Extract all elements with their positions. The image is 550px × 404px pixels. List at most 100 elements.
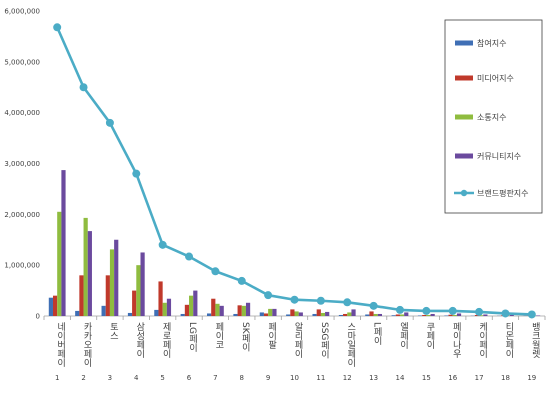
- category-label: 네이버페이: [55, 322, 65, 368]
- bar-2: [449, 315, 453, 316]
- category-number: 9: [266, 374, 270, 382]
- y-tick-label: 2,000,000: [4, 211, 40, 219]
- bar-1: [365, 314, 369, 316]
- bar-1: [286, 314, 290, 316]
- category-label: LG페이: [187, 322, 197, 353]
- bar-3: [321, 313, 325, 316]
- category-number: 14: [396, 374, 405, 382]
- y-tick-label: 3,000,000: [4, 160, 40, 168]
- bar-2: [369, 311, 373, 316]
- bar-2: [343, 314, 347, 316]
- bar-2: [106, 275, 110, 316]
- bar-2: [79, 275, 83, 316]
- bar-3: [163, 303, 167, 316]
- bar-2: [317, 309, 321, 316]
- category-number: 5: [160, 374, 164, 382]
- category-number: 3: [108, 374, 112, 382]
- bar-1: [418, 315, 422, 316]
- legend-swatch: [455, 115, 473, 120]
- bar-2: [290, 309, 294, 316]
- bar-4: [246, 303, 250, 316]
- category-label: 삼성페이: [134, 322, 144, 359]
- bar-1: [392, 315, 396, 316]
- line-point: [80, 83, 88, 91]
- bar-4: [114, 240, 118, 316]
- category-number: 13: [369, 374, 378, 382]
- bar-2: [396, 314, 400, 316]
- bar-3: [189, 296, 193, 316]
- category-number: 4: [134, 374, 139, 382]
- legend-label: 커뮤니티지수: [477, 151, 521, 161]
- line-point: [238, 277, 246, 285]
- bar-1: [49, 298, 53, 316]
- bar-4: [61, 170, 65, 316]
- bar-4: [140, 252, 144, 316]
- category-number: 18: [501, 374, 510, 382]
- bar-3: [400, 314, 404, 316]
- category-number: 11: [316, 374, 325, 382]
- category-label: 페이팔: [266, 322, 276, 349]
- legend-swatch: [455, 154, 473, 159]
- category-label: 토스: [108, 322, 118, 340]
- category-number: 2: [81, 374, 85, 382]
- bar-1: [181, 314, 185, 316]
- category-number: 15: [422, 374, 431, 382]
- bar-1: [339, 315, 343, 316]
- line-point: [291, 296, 299, 304]
- bar-4: [272, 309, 276, 316]
- category-label: 쿠페이: [424, 322, 434, 350]
- bar-1: [233, 314, 237, 316]
- bar-4: [220, 306, 224, 316]
- bar-1: [154, 310, 158, 316]
- legend-label: 소통지수: [477, 113, 506, 122]
- bar-3: [426, 315, 430, 316]
- bar-4: [536, 315, 540, 316]
- bar-4: [351, 309, 355, 316]
- bar-3: [136, 265, 140, 316]
- line-point: [343, 298, 351, 306]
- category-number: 7: [213, 374, 217, 382]
- bar-2: [53, 296, 57, 316]
- bar-3: [295, 311, 299, 316]
- line-point: [449, 307, 457, 315]
- bar-3: [347, 312, 351, 316]
- bar-4: [193, 291, 197, 316]
- line-point: [159, 241, 167, 249]
- category-label: L페이: [372, 322, 382, 346]
- bar-4: [325, 312, 329, 316]
- bar-4: [431, 314, 435, 316]
- category-label: 뱅크월렛: [530, 322, 540, 359]
- legend-label: 참여지수: [477, 38, 506, 48]
- bar-2: [132, 291, 136, 316]
- bar-2: [238, 305, 242, 316]
- category-number: 6: [187, 374, 192, 382]
- bar-4: [167, 299, 171, 316]
- line-point: [370, 302, 378, 310]
- line-point: [132, 170, 140, 178]
- bar-3: [215, 304, 219, 316]
- line-point: [501, 309, 509, 317]
- category-label: 알리페이: [293, 322, 303, 359]
- category-label: 스마일페이: [345, 322, 355, 368]
- bar-1: [128, 313, 132, 316]
- bar-3: [453, 315, 457, 316]
- bar-4: [378, 314, 382, 316]
- bar-4: [457, 313, 461, 316]
- bar-1: [102, 306, 106, 316]
- category-number: 16: [448, 374, 457, 382]
- category-label: 케이페이: [477, 322, 487, 359]
- bar-3: [57, 212, 61, 316]
- y-tick-label: 4,000,000: [4, 109, 40, 117]
- category-label: 페이코: [213, 322, 223, 349]
- line-point: [264, 291, 272, 299]
- category-number: 12: [343, 374, 352, 382]
- bar-1: [207, 313, 211, 316]
- category-label: SK페이: [240, 322, 250, 353]
- bar-1: [260, 312, 264, 316]
- line-point: [396, 306, 404, 314]
- bar-4: [299, 312, 303, 316]
- line-point: [211, 267, 219, 275]
